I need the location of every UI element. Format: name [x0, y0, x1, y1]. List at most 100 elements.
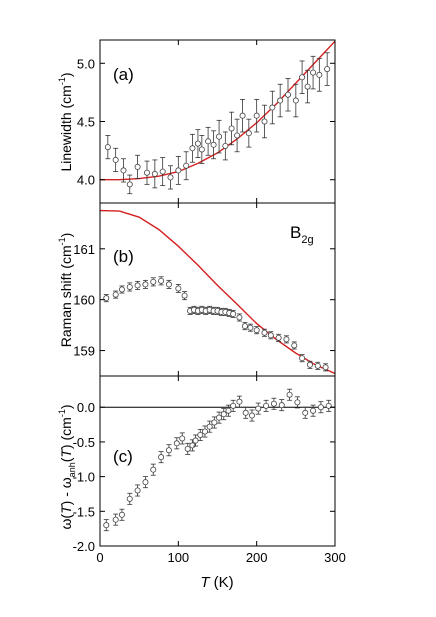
- panel-a-data-point: [151, 170, 158, 177]
- panel-c-data-point: [158, 454, 165, 461]
- panel-b-ylabel: Raman shift (cm-1): [57, 233, 74, 348]
- panel-c-data-point: [211, 419, 218, 426]
- panel-b-data-point: [299, 355, 306, 362]
- panel-c-data-point: [150, 466, 157, 473]
- panel-b-data-point: [134, 282, 141, 289]
- panel-c-data-point: [184, 445, 191, 452]
- panel-b-data-point: [158, 277, 165, 284]
- xtick-label: 100: [167, 550, 189, 565]
- panel-c-data-point: [220, 411, 227, 418]
- panel-b-data-point: [142, 281, 149, 288]
- panel-c-data-point: [142, 479, 149, 486]
- panel-b-data-point: [165, 281, 172, 288]
- panel-b-data-point: [253, 327, 260, 334]
- panel-a-data-point: [183, 162, 190, 169]
- x-axis-ticks: 0 100 200 300: [96, 40, 346, 565]
- panel-c-data-point: [173, 440, 180, 447]
- xtick-label: 200: [246, 550, 268, 565]
- panel-c-y-ticks: 0.0 -0.5 -1.0 -1.5 -2.0: [73, 400, 335, 554]
- panel-c-frame: [99, 375, 336, 547]
- panel-b-data-point: [275, 334, 282, 341]
- panel-a-data-point: [324, 66, 331, 73]
- panel-a-ytick-label: 4.0: [77, 173, 95, 188]
- panel-b-ytick-label: 160: [73, 293, 95, 308]
- panel-c-data-point: [317, 404, 324, 411]
- panel-b-data-point: [118, 286, 125, 293]
- panel-b-data-point: [283, 336, 290, 343]
- panel-c-data-point: [118, 511, 125, 518]
- panel-a-data-point: [261, 118, 268, 125]
- panel-a-data-point: [234, 132, 241, 139]
- panel-a-data-point: [310, 69, 317, 76]
- panel-c-ytick-label: -0.5: [73, 435, 95, 450]
- panel-c-data-point: [165, 447, 172, 454]
- panel-a-data-point: [304, 83, 311, 90]
- panel-b-data-point: [322, 364, 329, 371]
- panel-a-data-point: [277, 97, 284, 104]
- panel-c-data-point: [242, 409, 249, 416]
- panel-a-data-point: [222, 142, 229, 149]
- panel-a-data-point: [120, 167, 127, 174]
- xtick-label: 0: [96, 550, 103, 565]
- panel-c-plot-area: [100, 388, 335, 532]
- panel-a-data-point: [210, 141, 217, 148]
- panel-b-plot-area: [99, 209, 336, 375]
- panel-a-ylabel: Linewidth (cm-1): [57, 72, 74, 171]
- panel-a-data-point: [316, 71, 323, 78]
- panel-a-data-point: [284, 91, 291, 98]
- panel-c-data-point: [310, 407, 317, 414]
- panel-c-data-point: [255, 405, 262, 412]
- panel-a-data-point: [253, 112, 260, 119]
- panel-c-label: (c): [113, 447, 133, 466]
- panel-c-data-point: [230, 402, 237, 409]
- panel-a-data-point: [205, 138, 212, 145]
- panel-a-ytick-label: 5.0: [77, 56, 95, 71]
- panel-b-ytick-label: 161: [73, 242, 95, 257]
- panel-c-ytick-label: 0.0: [77, 400, 95, 415]
- panel-c-data-point: [236, 398, 243, 405]
- panel-b-data-point: [306, 361, 313, 368]
- panel-b-data-point: [126, 283, 133, 290]
- panel-b-data-point: [112, 291, 119, 298]
- panel-b-ytick-label: 159: [73, 344, 95, 359]
- panel-a-data-point: [239, 112, 246, 119]
- panel-c-data-point: [201, 428, 208, 435]
- panel-a-data-point: [112, 156, 119, 163]
- panel-b-data-point: [261, 329, 268, 336]
- panel-a-data-point: [216, 133, 223, 140]
- xtick-label: 300: [324, 550, 346, 565]
- panel-c-data-point: [197, 431, 204, 438]
- panel-a-data-point: [175, 167, 182, 174]
- panel-a-data-point: [167, 174, 174, 181]
- panel-c-data-point: [126, 495, 133, 502]
- panel-a-data-point: [143, 169, 150, 176]
- panel-b-data-point: [267, 332, 274, 339]
- panel-b-data-point: [247, 324, 254, 331]
- panel-c-data-point: [225, 407, 232, 414]
- panel-c-data-point: [134, 487, 141, 494]
- panel-a-y-ticks: 4.0 4.5 5.0: [77, 56, 335, 188]
- panel-c-ytick-label: -2.0: [73, 539, 95, 554]
- panel-b: (b) B2g Raman shift (cm-1) 159 160 161: [57, 202, 336, 377]
- panel-a-plot-area: [100, 40, 336, 195]
- panel-b-data-point: [150, 278, 157, 285]
- panel-b-mode-label: B2g: [290, 223, 314, 246]
- panel-a-data-point: [228, 125, 235, 132]
- panel-a-data-point: [269, 104, 276, 111]
- panel-b-data-point: [314, 362, 321, 369]
- panel-a-data-point: [198, 146, 205, 153]
- x-axis-label: T (K): [200, 574, 233, 591]
- panel-c-data-point: [206, 423, 213, 430]
- panel-b-data-point: [230, 310, 237, 317]
- panel-c-data-point: [112, 516, 119, 523]
- panel-a-data-point: [299, 74, 306, 81]
- panel-b-data-point: [291, 342, 298, 349]
- panel-a-data-point: [126, 181, 133, 188]
- panel-b-data-point: [181, 292, 188, 299]
- panel-b-fit-curve: [99, 209, 336, 375]
- panel-a-data-point: [134, 163, 141, 170]
- panel-a: (a) Linewidth (cm-1) 4.0 4.5 5.0: [57, 39, 336, 204]
- panel-a-data-point: [245, 130, 252, 137]
- panel-b-data-point: [236, 314, 243, 321]
